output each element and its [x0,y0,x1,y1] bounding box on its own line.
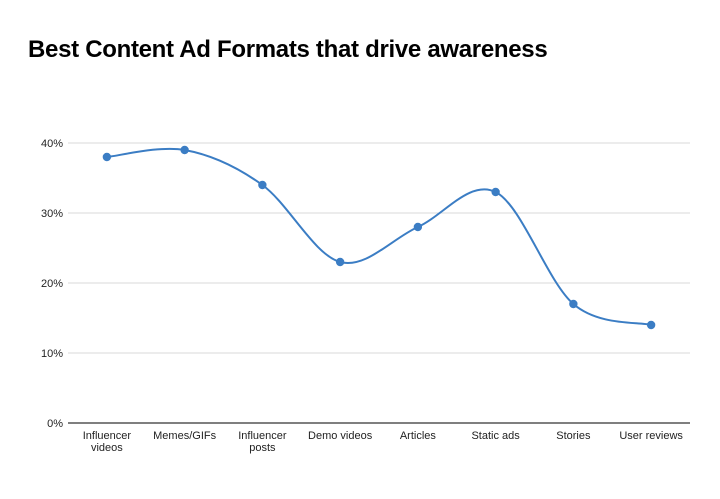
x-tick-label: Static ads [471,430,520,442]
x-tick-label: Articles [400,430,437,442]
x-tick-label: Demo videos [308,430,373,442]
data-point [491,187,500,197]
x-tick-label: Memes/GIFs [153,430,216,442]
y-tick-label: 20% [41,278,63,290]
data-point [335,257,345,267]
data-point [413,222,423,232]
x-tick-label: User reviews [619,430,683,442]
y-tick-label: 30% [41,208,63,220]
y-tick-label: 0% [47,418,63,430]
data-point [258,180,267,190]
x-tick-label: Influencer videos [83,430,132,454]
data-point [646,320,656,330]
chart-title: Best Content Ad Formats that drive aware… [28,36,548,63]
x-tick-label: Stories [556,430,591,442]
y-tick-label: 10% [41,348,63,360]
series-line [106,147,652,326]
x-tick-label: Influencer posts [238,430,287,454]
data-point [569,299,578,309]
data-point [180,145,189,155]
y-tick-label: 40% [41,138,63,150]
data-point [102,152,112,162]
